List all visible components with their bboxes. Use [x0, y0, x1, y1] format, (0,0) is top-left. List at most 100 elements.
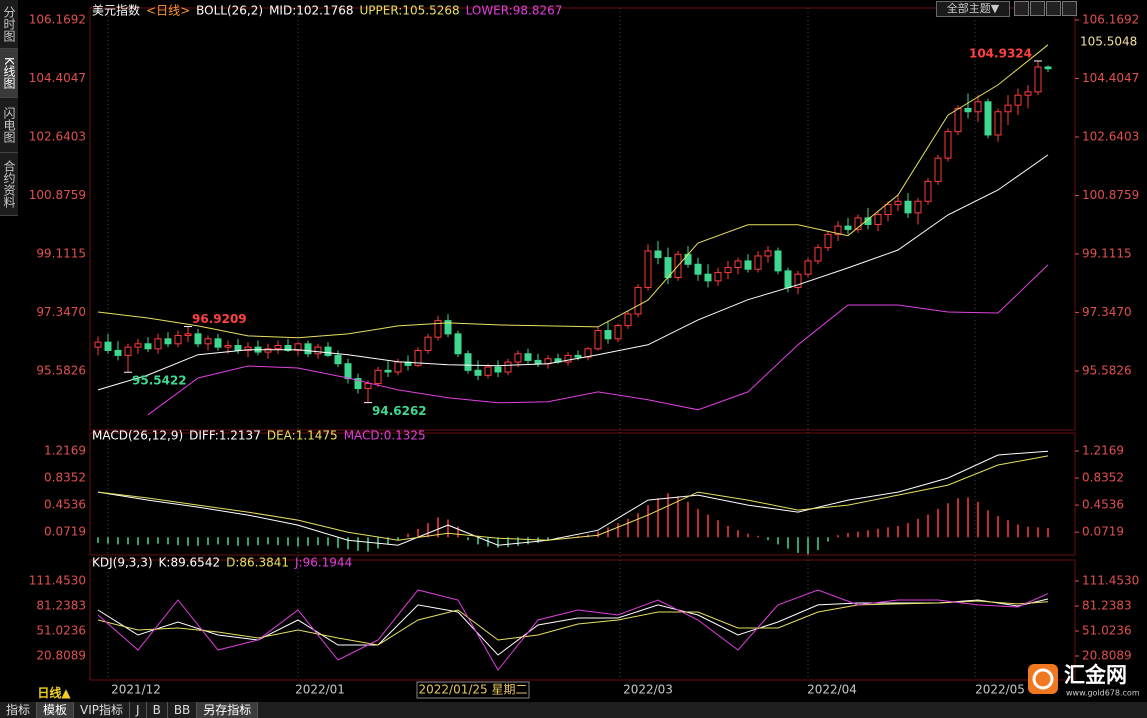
candle-body — [744, 260, 752, 270]
legend-item: DIFF:1.2137 — [189, 429, 261, 443]
candle-body — [384, 369, 392, 373]
legend-item: BOLL(26,2) — [196, 4, 263, 18]
y-tick-label-right: 95.5826 — [1082, 363, 1132, 377]
candle-body — [494, 366, 502, 373]
candle-body — [1044, 66, 1052, 70]
candle-body — [364, 383, 372, 390]
x-label: 2022/05 — [975, 683, 1025, 697]
y-tick-label: 106.1692 — [29, 12, 86, 26]
low-label: 95.5422 — [132, 374, 187, 388]
logo-ring — [1032, 668, 1054, 690]
logo: 汇金网 www.gold678.com — [1028, 663, 1140, 698]
toolbar-icon[interactable] — [1046, 1, 1061, 16]
legend-item: MACD:0.1325 — [344, 429, 426, 443]
legend-item: KDJ(9,3,3) — [92, 556, 153, 570]
candle-body — [914, 200, 922, 214]
indicator-line — [97, 154, 1049, 391]
y-tick-label-right: 51.0236 — [1082, 623, 1132, 637]
candle-body — [314, 346, 322, 355]
y-tick-label: 111.4530 — [29, 573, 86, 587]
candle-body — [704, 273, 712, 282]
y-tick-label: 0.4536 — [44, 498, 86, 512]
candle-body — [174, 335, 182, 345]
y-tick-label-right: 20.8089 — [1082, 648, 1132, 662]
candle-body — [344, 363, 352, 380]
candle-body — [134, 343, 142, 348]
candle-body — [334, 354, 342, 365]
candle-body — [224, 344, 232, 348]
candle-body — [844, 225, 852, 230]
y-tick-label-right: 0.4536 — [1082, 498, 1124, 512]
high-label: 96.9209 — [192, 312, 247, 326]
tab[interactable]: J — [130, 702, 147, 718]
candle-body — [1034, 66, 1042, 93]
candle-body — [514, 353, 522, 363]
toolbar-icon[interactable] — [1030, 1, 1045, 16]
candle-body — [94, 341, 102, 348]
sidebar-tab[interactable]: 合约资料 — [0, 153, 18, 216]
candle-body — [434, 320, 442, 338]
toolbar-icon[interactable] — [1062, 1, 1077, 16]
legend-item: 美元指数 — [92, 3, 140, 18]
logo-name: 汇金网 — [1064, 663, 1127, 687]
candle-body — [454, 333, 462, 355]
tab[interactable]: B — [147, 702, 168, 718]
sidebar-tab[interactable]: 闪电图 — [0, 98, 18, 153]
candle-body — [804, 260, 812, 275]
crosshair-date: 2022/01/25 星期二 — [419, 683, 528, 697]
tab[interactable]: 指标 — [0, 702, 38, 718]
theme-button[interactable]: 全部主题▼ — [936, 1, 1010, 17]
low-label: 94.6262 — [372, 404, 427, 418]
candle-body — [244, 346, 252, 351]
indicator-line — [97, 455, 1049, 541]
y-tick-label: 51.0236 — [36, 623, 86, 637]
y-tick-label-right: 106.1692 — [1082, 12, 1139, 26]
candle-body — [294, 343, 302, 351]
candle-body — [324, 346, 332, 356]
candle-body — [164, 338, 172, 345]
candle-body — [834, 225, 842, 235]
candle-body — [1024, 91, 1032, 96]
candle-body — [854, 217, 862, 230]
candle-body — [394, 361, 402, 373]
candle-body — [754, 255, 762, 270]
candle-body — [144, 343, 152, 350]
candle-body — [764, 250, 772, 257]
y-tick-label: 95.5826 — [36, 363, 86, 377]
candle-body — [154, 338, 162, 350]
candle-body — [184, 333, 192, 337]
candle-body — [874, 214, 882, 225]
logo-url: www.gold678.com — [1066, 689, 1140, 698]
sidebar-tab[interactable]: 分时图 — [0, 0, 18, 49]
legend-item: D:86.3841 — [226, 556, 289, 570]
y-tick-label: 99.1115 — [36, 246, 86, 260]
toolbar-icon[interactable] — [1014, 1, 1029, 16]
y-tick-label: 100.8759 — [29, 188, 86, 202]
candle-body — [614, 325, 622, 340]
tab[interactable]: BB — [168, 702, 198, 718]
tab[interactable]: 模板 — [37, 702, 75, 718]
candle-body — [274, 344, 282, 350]
y-tick-label-right: 81.2383 — [1082, 598, 1132, 612]
sidebar-tab[interactable]: K线图 — [0, 49, 18, 98]
candle-body — [944, 131, 952, 159]
candle-body — [954, 107, 962, 133]
bottom-tabs: 指标 模板 VIP指标 J B BB 另存指标 — [0, 702, 1147, 718]
x-axis: 2021/12 2022/01 2022/03 2022/04 2022/05 — [111, 683, 1025, 697]
high-label: 104.9324 — [969, 46, 1032, 60]
x-label: 2022/04 — [807, 683, 857, 697]
tab[interactable]: VIP指标 — [74, 702, 131, 718]
tab[interactable]: 另存指标 — [197, 702, 259, 718]
crosshair-date-box — [416, 681, 530, 699]
candle-body — [1014, 94, 1022, 106]
candle-body — [594, 330, 602, 350]
price-panel-frame — [89, 7, 1076, 431]
y-tick-label-right: 1.2169 — [1082, 443, 1124, 457]
y-tick-label: 102.6403 — [29, 129, 86, 143]
legend-item: <日线> — [146, 4, 190, 18]
y-tick-label-right: 104.4047 — [1082, 71, 1139, 85]
candle-body — [584, 348, 592, 358]
period-selector[interactable]: 日线▲ — [37, 686, 71, 700]
